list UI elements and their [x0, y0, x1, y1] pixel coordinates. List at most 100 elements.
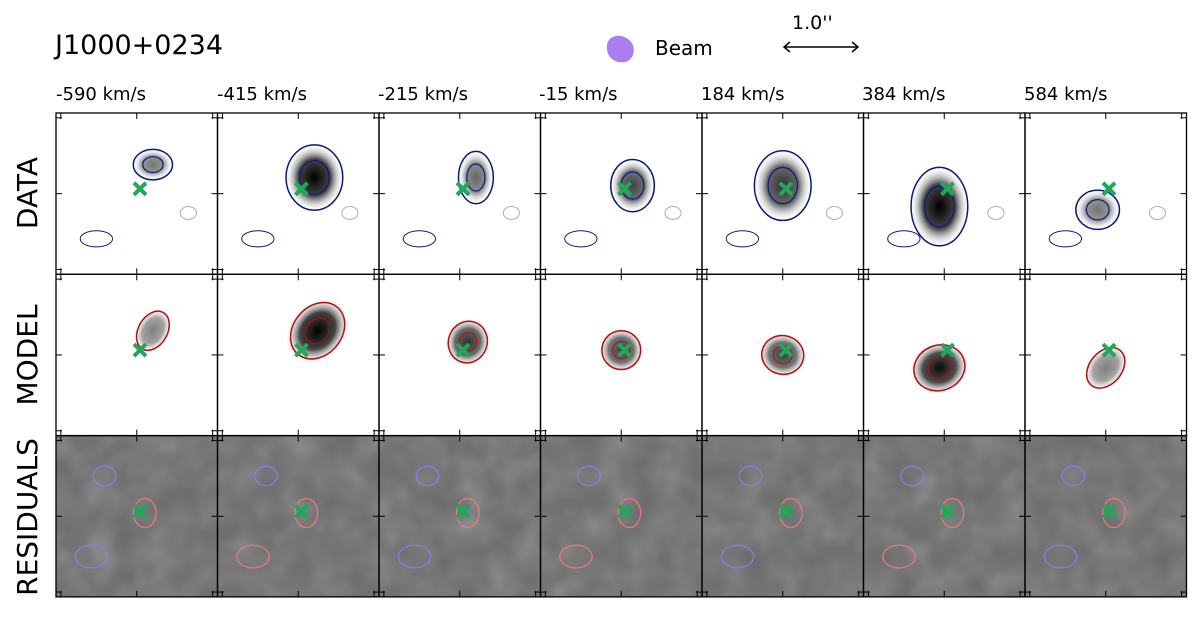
data-negative-contour [1148, 206, 1167, 220]
residual-positive-contour [132, 497, 157, 529]
residual-positive-contour [617, 497, 642, 529]
data-noise-contour [241, 230, 275, 248]
model-source-group [597, 326, 645, 374]
source-position-marker [132, 342, 148, 358]
data-emission-blob [132, 148, 174, 181]
velocity-label-2: -415 km/s [217, 84, 307, 105]
model-contour [913, 344, 966, 392]
residual-negative-contour [415, 465, 440, 487]
source-position-marker [455, 181, 471, 197]
velocity-label-1: -590 km/s [56, 84, 146, 105]
model-source-group [285, 296, 351, 365]
data-contour-inner [767, 166, 799, 205]
data-negative-contour [664, 206, 682, 220]
data-negative-contour [987, 206, 1005, 220]
residual-contour [236, 544, 270, 569]
beam-legend-label: Beam [655, 36, 713, 60]
residual-contour [397, 544, 432, 569]
source-position-marker [294, 503, 309, 519]
data-negative-contour [502, 206, 521, 220]
residual-contour [74, 544, 109, 569]
model-emission-blob [908, 340, 970, 396]
data-negative-contour [179, 206, 198, 220]
source-position-marker [455, 342, 471, 358]
data-noise-contour [564, 230, 598, 248]
data-contour [610, 158, 656, 213]
model-contour [1085, 346, 1126, 389]
source-position-marker [132, 181, 148, 197]
scale-bar-label: 1.0'' [792, 12, 833, 34]
source-position-marker [940, 181, 955, 197]
source-position-marker [940, 503, 955, 519]
data-emission-blob [609, 158, 656, 213]
data-contour [132, 148, 174, 181]
data-contour [285, 144, 344, 211]
model-contour-inner [612, 340, 631, 360]
data-noise-contour [1048, 230, 1083, 248]
source-position-marker [617, 181, 632, 197]
figure-title: J1000+0234 [55, 30, 224, 61]
velocity-label-4: -15 km/s [539, 84, 618, 105]
residual-positive-contour [778, 497, 803, 529]
data-contour-inner [466, 163, 486, 192]
residual-contour [1043, 544, 1078, 569]
source-position-marker [1101, 503, 1117, 519]
velocity-label-3: -215 km/s [378, 84, 468, 105]
residual-negative-contour [92, 465, 117, 487]
data-emission-blob [1075, 189, 1121, 231]
scale-double-arrow-icon [782, 41, 860, 53]
beam-legend: Beam [605, 34, 745, 64]
residual-contour [559, 544, 593, 569]
data-negative-contour [825, 206, 844, 220]
residuals-background-group [56, 435, 1187, 597]
data-contour [910, 166, 969, 247]
residual-negative-contour [254, 465, 278, 487]
model-emission-blob [133, 307, 173, 355]
beam-ellipse-icon [606, 35, 634, 63]
model-emission-blob [444, 317, 492, 367]
source-position-marker [455, 503, 471, 519]
data-emission-blob [285, 143, 344, 212]
model-contour-inner [927, 357, 952, 379]
model-emission-blob [285, 296, 351, 365]
model-contour [761, 334, 805, 376]
residual-positive-contour [455, 497, 480, 529]
data-noise-contour [725, 230, 760, 248]
data-noise-contour [402, 230, 437, 248]
residual-negative-contour [1061, 465, 1086, 487]
model-source-group [1082, 343, 1129, 393]
data-contour [753, 149, 812, 222]
source-position-marker [294, 342, 309, 358]
model-contour [601, 330, 642, 371]
data-contour-inner [142, 156, 164, 174]
residual-contour [882, 544, 916, 569]
source-position-marker [1101, 181, 1117, 197]
velocity-label-6: 384 km/s [862, 84, 946, 105]
data-noise-contour [887, 230, 921, 248]
scale-bar: 1.0'' [780, 12, 864, 62]
source-position-marker [132, 503, 148, 519]
model-source-group [444, 317, 492, 367]
velocity-label-5: 184 km/s [701, 84, 785, 105]
velocity-label-7: 584 km/s [1024, 84, 1108, 105]
source-position-marker [940, 342, 955, 358]
source-position-marker [617, 503, 632, 519]
model-source-group [133, 307, 173, 355]
model-contour-inner [304, 317, 331, 344]
residual-positive-contour [940, 497, 965, 529]
source-position-marker [294, 181, 309, 197]
residual-positive-contour [1101, 497, 1126, 529]
residual-contour [720, 544, 755, 569]
source-position-marker [1101, 342, 1117, 358]
source-position-marker [617, 342, 632, 358]
data-negative-contour [341, 206, 359, 220]
residual-negative-contour [900, 465, 924, 487]
data-contour-inner [299, 159, 330, 196]
data-contour [457, 150, 495, 205]
data-contour-inner [924, 185, 955, 228]
data-contour [1075, 189, 1121, 231]
residual-negative-contour [577, 465, 601, 487]
model-contour [447, 320, 489, 364]
model-emission-blob [597, 326, 645, 374]
model-source-group [908, 340, 970, 396]
